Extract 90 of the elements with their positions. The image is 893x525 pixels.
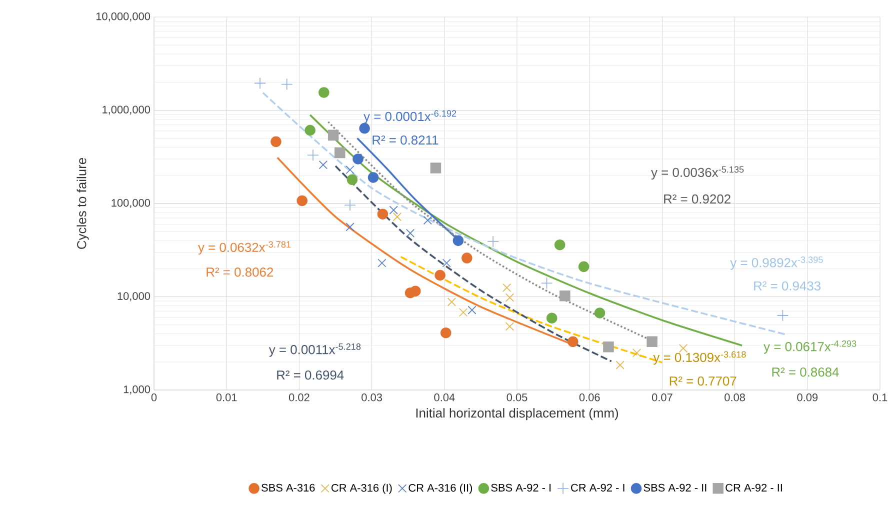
annotation: y = 0.0036x$^{-5.135}$ [651, 166, 744, 180]
point [423, 216, 432, 225]
point [468, 306, 476, 314]
point [502, 283, 512, 292]
y-tick-label: 100,000 [112, 198, 150, 208]
annotation: R² = 0.7707 [670, 376, 736, 386]
line-series [334, 165, 612, 362]
point [540, 277, 553, 289]
point [616, 360, 624, 370]
legend-label: CR A-92 - II [726, 484, 782, 492]
x-tick-label: 0.04 [434, 394, 455, 402]
y-tick-label: 10,000,000 [96, 12, 150, 22]
point [346, 174, 358, 186]
annotation: y = 0.9892x$^{-3.395}$ [730, 256, 823, 270]
point [368, 172, 379, 183]
point [270, 136, 282, 148]
point [678, 344, 688, 353]
point [430, 162, 442, 174]
point [434, 270, 446, 281]
point [346, 165, 354, 174]
annotation: R² = 0.9433 [754, 281, 821, 290]
point [452, 235, 464, 246]
point [594, 308, 606, 318]
point [296, 195, 308, 206]
x-tick-label: 0 [151, 394, 157, 402]
legend-label: CR A-92 - I [571, 484, 624, 492]
point [505, 322, 514, 331]
point [447, 298, 456, 306]
x-tick-label: 0.1 [872, 394, 888, 402]
point [578, 261, 590, 272]
point [318, 160, 328, 170]
point [776, 310, 789, 322]
point [554, 239, 566, 250]
annotation: R² = 0.8211 [372, 135, 438, 145]
y-tick-label: 10,000 [118, 292, 150, 302]
point [410, 286, 421, 296]
x-tick-label: 0.09 [797, 394, 818, 402]
annotation: y = 0.0632x$^{-3.781}$ [198, 241, 291, 255]
point [546, 312, 558, 324]
x-tick-label: 0.02 [288, 394, 310, 402]
point [346, 222, 354, 232]
annotation: y = 0.0001x$^{-6.192}$ [364, 110, 456, 124]
point [389, 206, 398, 214]
x-tick-label: 0.05 [506, 394, 528, 402]
point [304, 124, 316, 136]
point [442, 258, 451, 268]
annotation: R² = 0.9202 [664, 194, 730, 204]
legend-label: SBS A-92 - I [491, 484, 551, 492]
legend-label: CR A-316 (I) [332, 484, 392, 494]
point [632, 348, 642, 358]
point [646, 336, 658, 348]
x-tick-label: 0.01 [216, 394, 237, 402]
point [318, 87, 330, 98]
point [440, 327, 452, 338]
annotation: R² = 0.8684 [772, 367, 839, 377]
point [392, 212, 402, 222]
point [377, 208, 388, 220]
point [568, 336, 578, 348]
legend-label: SBS A-316 [262, 484, 315, 492]
point [560, 290, 570, 302]
point [307, 149, 319, 162]
x-tick-label: 0.07 [652, 394, 672, 402]
y-tick-label: 1,000,000 [102, 106, 150, 115]
y-tick-label: 1,000 [124, 385, 150, 395]
legend-label: CR A-316 (II) [408, 484, 472, 494]
point [378, 258, 386, 268]
point [352, 154, 364, 164]
point [487, 236, 499, 248]
x-tick-label: 0.03 [362, 394, 382, 402]
x-tick-label: 0.08 [724, 394, 745, 402]
point [462, 252, 472, 264]
line-series [400, 256, 664, 364]
x-tick-label: 0.06 [579, 394, 600, 402]
annotation: R² = 0.6994 [277, 370, 344, 380]
point [254, 77, 266, 90]
point [459, 308, 468, 317]
point [603, 341, 614, 352]
point [334, 147, 346, 158]
annotation: R² = 0.8062 [206, 268, 274, 277]
point [406, 228, 415, 238]
point [344, 199, 356, 212]
annotation: y = 0.0011x$^{-5.218}$ [268, 343, 361, 357]
legend-label: SBS A-92 - II [644, 484, 706, 492]
x-axis-title: Initial horizontal displacement (mm) [416, 408, 618, 420]
point [280, 78, 293, 90]
point [328, 130, 339, 141]
annotation: y = 0.0617x$^{-4.293}$ [764, 340, 856, 354]
point [359, 122, 370, 134]
y-axis-title: Cycles to failure [76, 158, 89, 249]
point [505, 293, 514, 302]
